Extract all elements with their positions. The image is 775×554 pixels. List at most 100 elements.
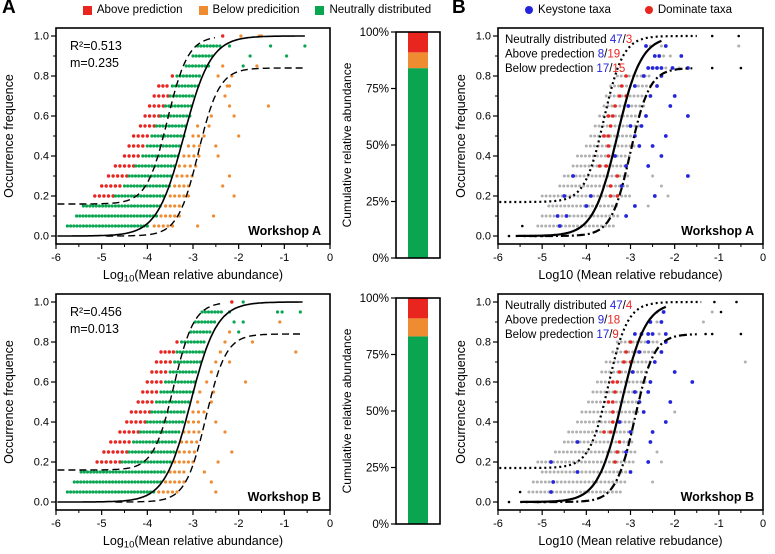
svg-text:25%: 25% bbox=[366, 463, 389, 475]
plot-frame bbox=[497, 27, 764, 245]
plot-area: -6 -5 -4 -3 -2 -1 0 0.0 0.2 0.4 0.6 0.8 1.0 R²=0.456 m… bbox=[2, 293, 333, 551]
svg-text:0.2: 0.2 bbox=[476, 457, 491, 469]
svg-text:0.8: 0.8 bbox=[34, 71, 49, 83]
svg-text:0.2: 0.2 bbox=[476, 191, 491, 203]
svg-text:0.0: 0.0 bbox=[34, 497, 49, 509]
svg-text:1.0: 1.0 bbox=[476, 31, 491, 43]
panel-b: B Keystone taxa Dominate taxa -6 -5 -4 -3 -2 -… bbox=[452, 0, 775, 554]
scatter-plot-taxa-workshop-b: -6 -5 -4 -3 -2 -1 0 0.0 0.2 0.4 0.6 0.8 1.0 Neutrally… bbox=[454, 293, 766, 548]
svg-text:-5: -5 bbox=[537, 518, 547, 530]
scatter-plot-taxa-workshop-a: -6 -5 -4 -3 -2 -1 0 0.0 0.2 0.4 0.6 0.8 1.0 Neutrally… bbox=[454, 27, 766, 282]
svg-text:-4: -4 bbox=[581, 252, 591, 264]
svg-text:0.8: 0.8 bbox=[476, 71, 491, 83]
bar-frame bbox=[395, 31, 441, 259]
legend-label: Below predicition bbox=[212, 4, 300, 16]
svg-text:-2: -2 bbox=[670, 518, 680, 530]
stacked-bar-workshop-a: 0% 25% 50% 75% 100% Cumulative relative abund… bbox=[340, 27, 441, 265]
legend-label: Above prediction bbox=[96, 4, 183, 16]
svg-text:-3: -3 bbox=[188, 518, 198, 530]
svg-text:0.6: 0.6 bbox=[476, 111, 491, 123]
svg-text:-1: -1 bbox=[279, 518, 289, 530]
svg-text:0.4: 0.4 bbox=[34, 417, 49, 429]
svg-text:-3: -3 bbox=[188, 252, 198, 264]
svg-text:0.6: 0.6 bbox=[476, 377, 491, 389]
svg-text:50%: 50% bbox=[366, 140, 389, 152]
bar-segment-o bbox=[408, 52, 428, 69]
svg-text:-5: -5 bbox=[97, 518, 107, 530]
plot-area: -6 -5 -4 -3 -2 -1 0 0.0 0.2 0.4 0.6 0.8 1.0 R²=0.513 m… bbox=[2, 27, 333, 285]
svg-text:0.4: 0.4 bbox=[34, 151, 49, 163]
panel-a: A Above prediction Below predicition Neutr… bbox=[0, 0, 452, 552]
plot-area: -6 -5 -4 -3 -2 -1 0 0.0 0.2 0.4 0.6 0.8 1.0 Neutrally… bbox=[454, 27, 766, 282]
x-axis-label: Log10 (Mean relative rebudance) bbox=[538, 534, 722, 548]
svg-text:-1: -1 bbox=[714, 252, 724, 264]
circle-marker-icon bbox=[644, 6, 653, 14]
svg-text:-2: -2 bbox=[670, 252, 680, 264]
svg-text:0.6: 0.6 bbox=[34, 111, 49, 123]
y-axis-label: Occurrence frequence bbox=[2, 74, 16, 198]
plot-frame bbox=[55, 293, 331, 511]
legend-item-0: Above prediction bbox=[82, 4, 183, 16]
corner-label: Workshop B bbox=[248, 490, 321, 504]
row-workshop-b: -6 -5 -4 -3 -2 -1 0 0.0 0.2 0.4 0.6 0.8 1.0 R²=0.456 m… bbox=[0, 286, 452, 552]
legend-item-1: Dominate taxa bbox=[644, 4, 733, 16]
scatter-dots bbox=[65, 300, 302, 494]
annotation-line: Below predection 17/9 bbox=[505, 329, 619, 341]
svg-text:50%: 50% bbox=[366, 406, 389, 418]
svg-text:-5: -5 bbox=[97, 252, 107, 264]
svg-text:0.8: 0.8 bbox=[476, 337, 491, 349]
legend-item-1: Below predicition bbox=[198, 4, 300, 16]
y-axis-label: Occurrence frequence bbox=[2, 340, 16, 464]
bar-segment-g bbox=[408, 336, 428, 524]
svg-text:-6: -6 bbox=[493, 518, 503, 530]
annotation-line: Above predection 9/18 bbox=[505, 315, 620, 327]
annotation-line: Below predection 17/15 bbox=[505, 63, 625, 75]
svg-text:0: 0 bbox=[327, 518, 333, 530]
svg-text:1.0: 1.0 bbox=[476, 297, 491, 309]
svg-text:0.0: 0.0 bbox=[476, 497, 491, 509]
panel-a-label: A bbox=[2, 0, 16, 18]
svg-text:0%: 0% bbox=[372, 519, 389, 531]
svg-text:75%: 75% bbox=[366, 84, 389, 96]
y-axis-label: Occurrence frequence bbox=[454, 340, 468, 464]
svg-text:-6: -6 bbox=[51, 518, 61, 530]
legend-item-0: Keystone taxa bbox=[524, 4, 611, 16]
row-workshop-a: -6 -5 -4 -3 -2 -1 0 0.0 0.2 0.4 0.6 0.8 1.0 R²=0.513 m… bbox=[0, 20, 452, 286]
corner-label: Workshop A bbox=[681, 224, 754, 238]
bar-frame bbox=[395, 297, 441, 525]
legend-label: Dominate taxa bbox=[657, 4, 733, 16]
svg-text:0.0: 0.0 bbox=[34, 231, 49, 243]
fit-curve bbox=[115, 333, 303, 503]
svg-text:-3: -3 bbox=[626, 252, 636, 264]
bar-segment-r bbox=[408, 298, 428, 319]
svg-text:100%: 100% bbox=[360, 293, 389, 305]
annotation-line: R²=0.456 bbox=[70, 305, 122, 319]
panel-b-label: B bbox=[452, 0, 466, 18]
svg-text:100%: 100% bbox=[360, 27, 389, 39]
fit-curve bbox=[499, 34, 697, 204]
svg-text:0.2: 0.2 bbox=[34, 457, 49, 469]
legend-label: Keystone taxa bbox=[537, 4, 611, 16]
square-marker-icon bbox=[198, 5, 208, 15]
svg-text:1.0: 1.0 bbox=[34, 31, 49, 43]
annotation-line: m=0.235 bbox=[70, 56, 119, 70]
svg-text:0.4: 0.4 bbox=[476, 417, 491, 429]
bar-y-axis-label: Cumulative relative abundance bbox=[340, 328, 354, 493]
y-axis-label: Occurrence frequence bbox=[454, 74, 468, 198]
svg-text:-4: -4 bbox=[581, 518, 591, 530]
svg-text:0: 0 bbox=[327, 252, 333, 264]
corner-label: Workshop B bbox=[681, 490, 754, 504]
x-axis-label: Log10(Mean relative abundance) bbox=[103, 534, 283, 551]
annotation-line: Neutrally distributed 47/3 bbox=[505, 34, 632, 46]
bar-plot-area: 0% 25% 50% 75% 100% Cumulative relative abund… bbox=[340, 293, 441, 531]
scatter-plot-workshop-a: -6 -5 -4 -3 -2 -1 0 0.0 0.2 0.4 0.6 0.8 1.0 R²=0.513 m… bbox=[2, 27, 333, 285]
scatter-dots bbox=[507, 300, 747, 504]
svg-text:0.6: 0.6 bbox=[34, 377, 49, 389]
annotation-line: Neutrally distributed 47/4 bbox=[505, 300, 633, 312]
legend-a: Above prediction Below predicition Neutral… bbox=[0, 0, 452, 20]
svg-text:-6: -6 bbox=[51, 252, 61, 264]
fit-curve bbox=[533, 333, 697, 504]
stacked-bar-workshop-b: 0% 25% 50% 75% 100% Cumulative relative abund… bbox=[340, 293, 441, 531]
plot-frame bbox=[55, 27, 331, 245]
